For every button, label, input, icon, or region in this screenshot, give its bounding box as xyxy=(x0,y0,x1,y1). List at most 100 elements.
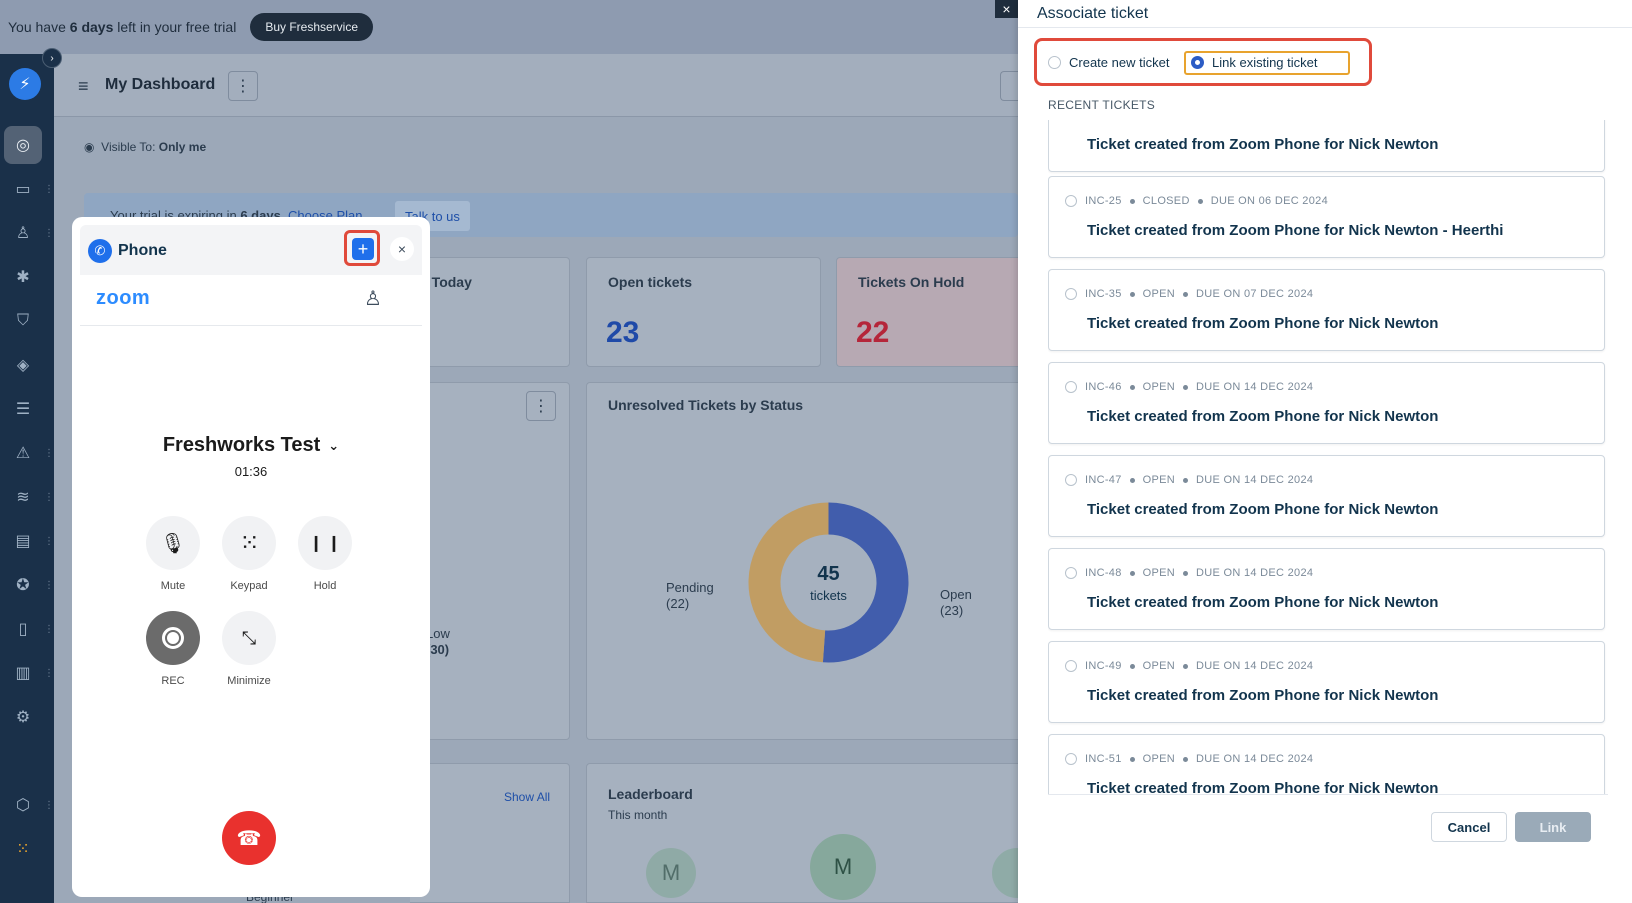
chevron-down-icon[interactable]: ⌄ xyxy=(328,437,340,453)
sidebar-toggle-chevron-right-icon[interactable]: › xyxy=(42,48,62,68)
sidebar-item-layers-icon[interactable]: ≋ xyxy=(16,489,30,506)
ticket-subject: Ticket created from Zoom Phone for Nick … xyxy=(1087,501,1439,518)
mute-microphone-icon[interactable]: 🎙 xyxy=(146,516,200,570)
ticket-card[interactable]: INC-47 OPEN DUE ON 14 DEC 2024 Ticket cr… xyxy=(1048,455,1605,537)
radio-unchecked-icon[interactable] xyxy=(1065,195,1077,207)
sidebar-more-icon[interactable]: ⋮ xyxy=(44,228,54,239)
sidebar-item-cube-icon[interactable]: ⬡ xyxy=(16,797,30,814)
phone-title: Phone xyxy=(118,242,167,259)
minimize-icon[interactable]: ⤡ xyxy=(222,611,276,665)
phone-icon: ✆ xyxy=(88,239,112,263)
tickets-on-hold-card[interactable] xyxy=(836,257,1018,367)
freshservice-logo-icon[interactable]: ⚡ xyxy=(9,68,41,100)
radio-unchecked-icon[interactable] xyxy=(1065,474,1077,486)
unresolved-title: Unresolved Tickets by Status xyxy=(608,397,804,413)
ticket-card[interactable]: Ticket created from Zoom Phone for Nick … xyxy=(1048,120,1605,172)
ticket-meta: INC-48 OPEN DUE ON 14 DEC 2024 xyxy=(1065,567,1313,579)
priority-card-kebab-icon[interactable]: ⋮ xyxy=(526,391,556,421)
radio-unchecked-icon[interactable] xyxy=(1065,567,1077,579)
ticket-list[interactable]: Ticket created from Zoom Phone for Nick … xyxy=(1048,120,1608,795)
sidebar-item-book-icon[interactable]: ▯ xyxy=(18,621,28,638)
caller-name[interactable]: Freshworks Test ⌄ xyxy=(72,434,430,457)
sidebar: ⚡ xyxy=(0,54,54,903)
record-icon[interactable] xyxy=(146,611,200,665)
ticket-card[interactable]: INC-49 OPEN DUE ON 14 DEC 2024 Ticket cr… xyxy=(1048,641,1605,723)
buy-freshservice-button[interactable]: Buy Freshservice xyxy=(250,13,374,41)
agents-card xyxy=(410,763,570,903)
sidebar-item-bug-icon[interactable]: ✱ xyxy=(16,269,30,286)
contact-person-icon[interactable]: ♙ xyxy=(364,288,382,310)
ticket-meta: INC-47 OPEN DUE ON 14 DEC 2024 xyxy=(1065,474,1313,486)
sidebar-more-icon[interactable]: ⋮ xyxy=(44,668,54,679)
ticket-id: INC-25 xyxy=(1085,195,1122,207)
sidebar-item-chart-icon[interactable]: ▥ xyxy=(15,665,31,682)
cancel-button[interactable]: Cancel xyxy=(1431,812,1507,842)
radio-unchecked-icon[interactable] xyxy=(1065,288,1077,300)
app-switcher-grid-icon[interactable]: ⁙ xyxy=(16,841,30,858)
add-plus-icon[interactable]: + xyxy=(352,238,374,260)
end-call-icon[interactable]: ☎ xyxy=(222,811,276,865)
header-action-button[interactable] xyxy=(1000,71,1018,101)
radio-unchecked-icon[interactable] xyxy=(1065,381,1077,393)
ticket-card[interactable]: INC-51 OPEN DUE ON 14 DEC 2024 Ticket cr… xyxy=(1048,734,1605,794)
page-title: My Dashboard xyxy=(105,76,216,93)
pending-value: 22 xyxy=(670,596,685,611)
ticket-card[interactable]: INC-25 CLOSED DUE ON 06 DEC 2024 Ticket … xyxy=(1048,176,1605,258)
open-value: 23 xyxy=(944,603,959,618)
donut-slice-open[interactable] xyxy=(822,502,909,663)
ticket-card[interactable]: INC-35 OPEN DUE ON 07 DEC 2024 Ticket cr… xyxy=(1048,269,1605,351)
sidebar-item-gear-icon[interactable]: ⚙ xyxy=(15,709,31,726)
radio-unchecked-icon[interactable] xyxy=(1065,753,1077,765)
sidebar-more-icon[interactable]: ⋮ xyxy=(44,624,54,635)
ticket-card[interactable]: INC-48 OPEN DUE ON 14 DEC 2024 Ticket cr… xyxy=(1048,548,1605,630)
hold-label: Hold xyxy=(313,580,337,592)
due-today-card[interactable] xyxy=(410,257,570,367)
tickets-on-hold-count: 22 xyxy=(856,316,890,349)
visible-to-value: Only me xyxy=(158,140,207,154)
dashboard-more-kebab-icon[interactable]: ⋮ xyxy=(228,71,258,101)
sidebar-more-icon[interactable]: ⋮ xyxy=(44,492,54,503)
open-legend: Open (23) xyxy=(940,587,972,618)
highlight-box xyxy=(344,230,380,266)
sidebar-more-icon[interactable]: ⋮ xyxy=(44,448,54,459)
divider xyxy=(80,325,422,326)
hamburger-icon[interactable]: ≡ xyxy=(78,76,89,96)
phone-close-icon[interactable]: × xyxy=(390,237,414,261)
sidebar-more-icon[interactable]: ⋮ xyxy=(44,536,54,547)
create-new-ticket-option[interactable]: Create new ticket xyxy=(1048,55,1169,70)
mute-label: Mute xyxy=(160,580,186,592)
sidebar-item-document-icon[interactable]: ▤ xyxy=(15,533,31,550)
radio-checked-icon[interactable] xyxy=(1191,56,1204,69)
hold-pause-icon[interactable]: ❙ ❙ xyxy=(298,516,352,570)
sidebar-item-shield-icon[interactable]: ⛉ xyxy=(16,312,29,329)
sidebar-item-warning-icon[interactable]: ⚠ xyxy=(15,445,31,462)
ticket-id: INC-47 xyxy=(1085,474,1122,486)
link-button[interactable]: Link xyxy=(1515,812,1591,842)
tickets-on-hold-title: Tickets On Hold xyxy=(858,274,965,290)
ticket-status: OPEN xyxy=(1142,474,1176,486)
sidebar-more-icon[interactable]: ⋮ xyxy=(44,580,54,591)
ticket-subject: Ticket created from Zoom Phone for Nick … xyxy=(1087,222,1504,239)
ticket-card[interactable]: INC-46 OPEN DUE ON 14 DEC 2024 Ticket cr… xyxy=(1048,362,1605,444)
link-existing-ticket-option[interactable]: Link existing ticket xyxy=(1191,55,1318,70)
keypad-icon[interactable]: ⁙ xyxy=(222,516,276,570)
ticket-subject: Ticket created from Zoom Phone for Nick … xyxy=(1087,408,1439,425)
ticket-status: OPEN xyxy=(1142,753,1176,765)
radio-unchecked-icon[interactable] xyxy=(1048,56,1061,69)
ticket-status: CLOSED xyxy=(1142,195,1190,207)
show-all-link[interactable]: Show All xyxy=(504,790,551,804)
sidebar-more-icon[interactable]: ⋮ xyxy=(44,184,54,195)
open-tickets-card[interactable] xyxy=(586,257,821,367)
sidebar-item-ticket-icon[interactable]: ▭ xyxy=(15,181,31,198)
panel-close-icon[interactable]: × xyxy=(995,0,1018,18)
sidebar-item-dashboard-icon[interactable]: ◎ xyxy=(4,126,42,164)
ticket-status: OPEN xyxy=(1142,567,1176,579)
donut-slice-pending[interactable] xyxy=(748,502,829,663)
sidebar-item-checklist-icon[interactable]: ☰ xyxy=(15,401,31,418)
sidebar-item-rocket-icon[interactable]: ◈ xyxy=(16,357,30,374)
sidebar-item-people-icon[interactable]: ♙ xyxy=(15,225,31,242)
open-label: Open xyxy=(940,587,972,602)
radio-unchecked-icon[interactable] xyxy=(1065,660,1077,672)
sidebar-more-icon[interactable]: ⋮ xyxy=(44,800,54,811)
sidebar-item-support-icon[interactable]: ✪ xyxy=(16,577,30,594)
